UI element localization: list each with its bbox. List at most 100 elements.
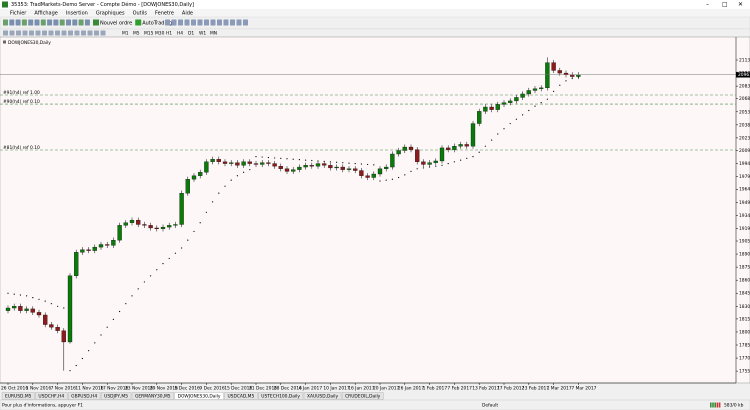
- toolbar-icon[interactable]: [3, 30, 8, 36]
- toolbar-icon[interactable]: [84, 19, 90, 26]
- toolbar-icon[interactable]: [197, 19, 203, 26]
- sar-dot: [131, 295, 133, 297]
- tab-label[interactable]: CRUDEOIL,Daily: [345, 394, 381, 400]
- menu-item[interactable]: Graphiques: [96, 11, 125, 17]
- toolbar-icon[interactable]: [72, 19, 78, 26]
- toolbar-icon[interactable]: [78, 19, 84, 26]
- toolbar-icon[interactable]: [28, 19, 34, 26]
- new-order-icon[interactable]: [93, 19, 99, 26]
- toolbar-icon[interactable]: [9, 30, 15, 36]
- toolbar-icon[interactable]: [61, 30, 67, 36]
- toolbar-icon[interactable]: [3, 19, 8, 26]
- menu-item[interactable]: Fichier: [10, 11, 27, 17]
- x-tick-label: 23 Nov 2016: [125, 386, 153, 392]
- toolbar-icon[interactable]: [40, 19, 46, 26]
- tab[interactable]: [258, 392, 304, 400]
- sar-dot: [491, 139, 493, 141]
- toolbar-icon[interactable]: [22, 30, 28, 36]
- toolbar-icon[interactable]: [178, 19, 183, 26]
- candle-body: [61, 330, 66, 343]
- sar-dot: [168, 257, 170, 260]
- tab[interactable]: [224, 392, 258, 400]
- tab-label[interactable]: USDJPY,M5: [104, 394, 128, 400]
- toolbar-icon[interactable]: [184, 19, 190, 26]
- toolbar-icon[interactable]: [42, 30, 47, 36]
- toolbar-icon[interactable]: [191, 19, 196, 26]
- tab-label[interactable]: USDCAD,M5: [227, 394, 254, 400]
- menu-item[interactable]: Insertion: [66, 11, 88, 17]
- toolbar-icon[interactable]: [21, 19, 27, 26]
- autotrading-icon[interactable]: [135, 19, 142, 26]
- toolbar-icon[interactable]: [29, 30, 34, 36]
- tab[interactable]: [35, 392, 68, 400]
- toolbar-icon[interactable]: [34, 19, 40, 26]
- tab-label[interactable]: USTECH100,Daily: [261, 394, 300, 400]
- toolbar-icon[interactable]: [243, 19, 248, 26]
- menu-item[interactable]: Outils: [133, 11, 148, 17]
- tab-label[interactable]: GERMANY30,M5: [135, 394, 171, 400]
- toolbar-icon[interactable]: [210, 19, 216, 26]
- toolbar-icon[interactable]: [48, 30, 54, 36]
- toolbar-icon[interactable]: [47, 19, 53, 26]
- sar-dot: [44, 300, 46, 302]
- tab[interactable]: [100, 392, 132, 400]
- toolbar-icon[interactable]: [16, 30, 21, 36]
- sar-dot: [199, 222, 201, 224]
- toolbar-icon[interactable]: [204, 19, 209, 26]
- tab[interactable]: [1, 392, 35, 400]
- toolbar-icon[interactable]: [15, 19, 21, 26]
- menu-item[interactable]: Fenetre: [155, 11, 174, 17]
- tab-label[interactable]: USDCHF,H4: [38, 394, 64, 400]
- tab-label[interactable]: EURUSD,M5: [5, 394, 32, 400]
- toolbar-icon[interactable]: [9, 19, 15, 26]
- toolbar-icon[interactable]: [81, 30, 86, 36]
- candle-body: [334, 166, 339, 169]
- timeframe-button[interactable]: W1: [199, 31, 206, 37]
- new-order-button[interactable]: Nouvel ordre: [100, 21, 132, 27]
- tab[interactable]: [341, 392, 384, 400]
- x-tick-label: 29 Nov 2016: [150, 386, 178, 392]
- toolbar-icon[interactable]: [35, 30, 41, 36]
- tab[interactable]: [131, 392, 174, 400]
- toolbar-icon[interactable]: [53, 19, 59, 26]
- toolbar-icon[interactable]: [165, 19, 170, 26]
- tab[interactable]: [303, 392, 342, 400]
- toolbar-icon[interactable]: [171, 19, 177, 26]
- toolbar-icon[interactable]: [94, 30, 99, 36]
- toolbar-icon[interactable]: [100, 30, 106, 36]
- maximize[interactable]: □: [722, 1, 728, 8]
- toolbar-icon[interactable]: [59, 19, 65, 26]
- timeframe-button[interactable]: H4: [177, 31, 183, 37]
- timeframe-button[interactable]: H1: [166, 31, 172, 37]
- timeframe-button[interactable]: M5: [133, 31, 140, 37]
- toolbar-icon[interactable]: [217, 19, 222, 26]
- toolbar-icon[interactable]: [230, 19, 235, 26]
- tab[interactable]: [174, 392, 224, 400]
- sar-dot: [63, 307, 65, 309]
- minimize[interactable]: –: [706, 1, 709, 8]
- sar-dot: [329, 161, 331, 163]
- toolbar-icon[interactable]: [66, 19, 71, 26]
- toolbar-icon[interactable]: [223, 19, 229, 26]
- tab-label[interactable]: XAUUSD,Daily: [307, 394, 339, 400]
- menu-item[interactable]: Affichage: [34, 11, 58, 17]
- sar-dot: [497, 133, 499, 135]
- timeframe-button[interactable]: D1: [188, 31, 194, 37]
- candle-body: [173, 224, 178, 226]
- autotrading-button[interactable]: AutoTrading: [142, 21, 172, 27]
- tab-label[interactable]: DOWJONES30,Daily: [178, 394, 221, 400]
- toolbar-icon[interactable]: [68, 30, 73, 36]
- toolbar-icon[interactable]: [236, 19, 242, 26]
- toolbar-icon[interactable]: [74, 30, 80, 36]
- timeframe-button[interactable]: M15: [144, 31, 154, 37]
- menu-item[interactable]: Aide: [182, 11, 193, 17]
- tab[interactable]: [67, 392, 101, 400]
- timeframe-button[interactable]: M1: [122, 31, 129, 37]
- timeframe-button[interactable]: M30: [155, 31, 165, 37]
- toolbar-icon[interactable]: [55, 30, 60, 36]
- candle-body: [154, 227, 159, 229]
- tab-label[interactable]: GBPUSD,H4: [71, 394, 97, 400]
- close[interactable]: ✕: [738, 1, 743, 8]
- toolbar-icon[interactable]: [87, 30, 93, 36]
- timeframe-button[interactable]: MN: [210, 31, 217, 37]
